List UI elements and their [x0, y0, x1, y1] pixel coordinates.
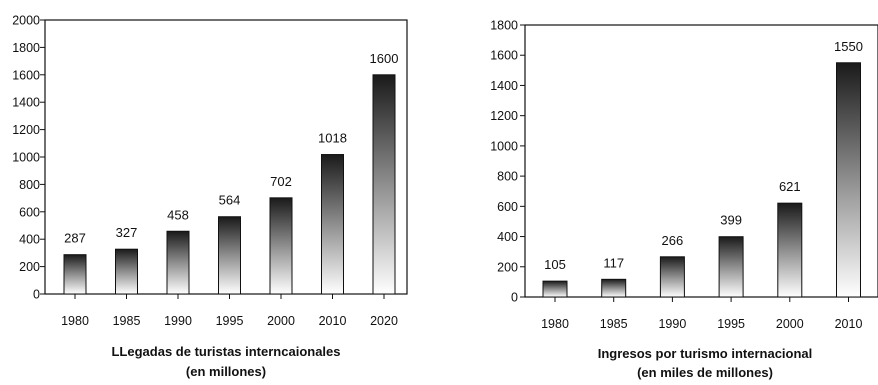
data-label: 458 — [167, 207, 189, 222]
bar-2000 — [777, 202, 803, 298]
x-axis-ticks: 1980 1985 1990 1995 2000 2010 2020 — [61, 294, 398, 328]
plot-frame — [524, 24, 878, 298]
y-tick-label: 1400 — [12, 96, 40, 110]
y-tick-label: 400 — [497, 230, 518, 244]
x-tick-label: 2010 — [835, 317, 863, 331]
bar-2020 — [372, 74, 396, 295]
bar-1995 — [718, 236, 744, 298]
bar-1990 — [166, 230, 190, 295]
x-axis-label-units: (en millones) — [186, 364, 266, 379]
data-label: 1600 — [370, 51, 399, 66]
data-label: 287 — [64, 231, 86, 246]
data-label: 621 — [779, 179, 801, 194]
x-tick-label: 1985 — [113, 314, 141, 328]
bar-2010 — [321, 154, 344, 295]
data-label: 564 — [219, 193, 241, 208]
bar-1985 — [601, 278, 627, 298]
x-tick-label: 2000 — [267, 314, 295, 328]
y-tick-label: 600 — [497, 200, 518, 214]
x-tick-label: 2020 — [370, 314, 398, 328]
bar-1980 — [63, 254, 87, 295]
x-axis-label-units: (en miles de millones) — [637, 365, 773, 380]
x-tick-label: 1990 — [658, 317, 686, 331]
y-tick-label: 200 — [19, 260, 40, 274]
data-label: 399 — [720, 213, 742, 228]
y-axis-ticks: 0 200 400 600 800 1000 1200 1400 1600 1800 — [490, 19, 525, 305]
y-tick-label: 0 — [511, 291, 518, 305]
y-tick-label: 1800 — [490, 19, 518, 33]
y-tick-label: 200 — [497, 260, 518, 274]
data-label: 1550 — [834, 39, 863, 54]
y-axis-ticks: 0 200 400 600 800 1000 1200 1400 1600 1800 2000 — [12, 14, 45, 302]
y-tick-label: 1200 — [490, 109, 518, 123]
bars: 105 117 266 399 621 1550 — [542, 39, 863, 298]
data-label: 1018 — [318, 131, 347, 146]
bar-1985 — [115, 248, 138, 295]
y-tick-label: 1800 — [12, 41, 40, 55]
x-axis-label: Ingresos por turismo internacional — [598, 346, 813, 361]
bar-1990 — [659, 256, 685, 298]
x-tick-label: 2010 — [319, 314, 347, 328]
x-tick-label: 2000 — [776, 317, 804, 331]
bar-2010 — [836, 62, 861, 298]
y-tick-label: 600 — [19, 205, 40, 219]
y-tick-label: 800 — [19, 178, 40, 192]
y-tick-label: 1000 — [490, 139, 518, 153]
data-label: 117 — [603, 255, 624, 270]
y-tick-label: 800 — [497, 170, 518, 184]
x-tick-label: 1985 — [600, 317, 628, 331]
data-label: 327 — [116, 225, 138, 240]
y-tick-label: 1000 — [12, 151, 40, 165]
data-label: 266 — [662, 233, 684, 248]
chart-tourism-receipts: 0 200 400 600 800 1000 1200 1400 1600 1800 105 117… — [490, 19, 878, 380]
x-tick-label: 1980 — [541, 317, 569, 331]
bars: 287 327 458 564 702 1018 1600 — [63, 51, 399, 295]
bar-2000 — [269, 197, 293, 295]
x-axis-label: LLegadas de turistas interncaionales — [111, 344, 340, 359]
y-tick-label: 2000 — [12, 14, 40, 28]
chart-tourist-arrivals: 0 200 400 600 800 1000 1200 1400 1600 1800 2000 28… — [12, 14, 408, 379]
x-tick-label: 1980 — [61, 314, 89, 328]
y-tick-label: 1400 — [490, 79, 518, 93]
x-tick-label: 1995 — [717, 317, 745, 331]
y-tick-label: 1600 — [490, 49, 518, 63]
data-label: 105 — [544, 257, 566, 272]
x-tick-label: 1995 — [216, 314, 244, 328]
bar-1980 — [542, 280, 568, 298]
x-axis-ticks: 1980 1985 1990 1995 2000 2010 — [541, 297, 862, 331]
x-tick-label: 1990 — [164, 314, 192, 328]
y-tick-label: 0 — [33, 288, 40, 302]
y-tick-label: 1600 — [12, 68, 40, 82]
y-tick-label: 1200 — [12, 123, 40, 137]
y-tick-label: 400 — [19, 233, 40, 247]
data-label: 702 — [270, 174, 292, 189]
bar-1995 — [218, 216, 241, 295]
